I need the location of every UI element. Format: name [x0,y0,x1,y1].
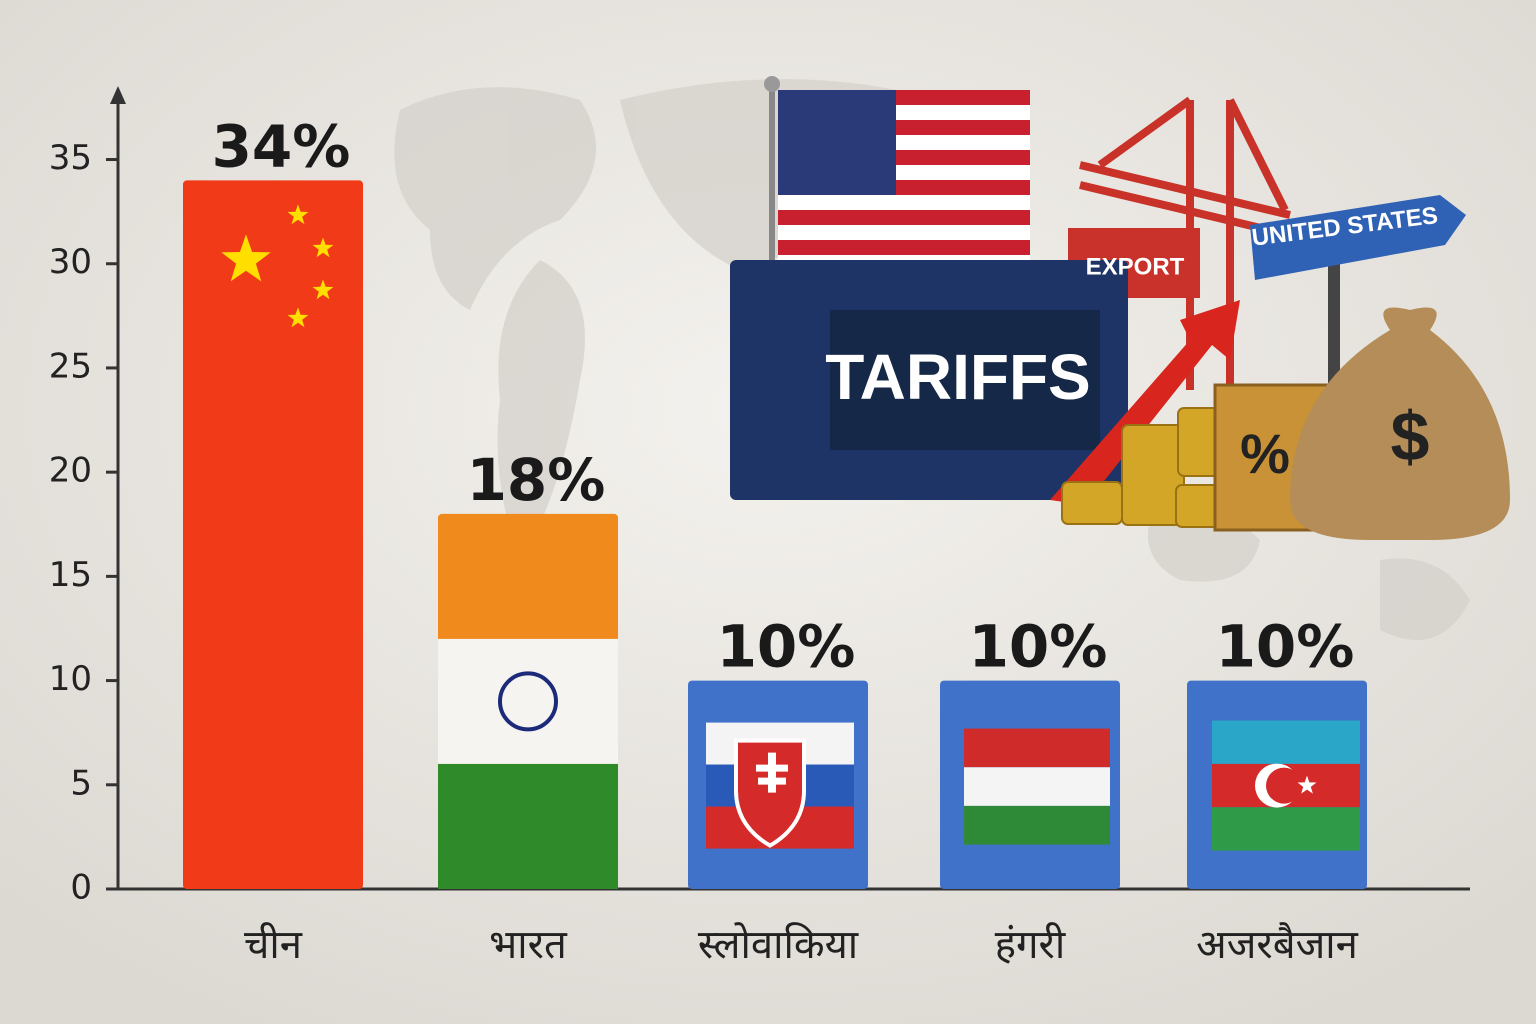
money-bag [1290,307,1510,540]
flag-stripe [438,638,618,764]
x-tick-label: हंगरी [995,922,1066,968]
flag-star [287,307,309,328]
x-tick-label: अजरबैजान [1196,922,1358,968]
x-tick-label: भारत [489,922,568,968]
flag-stripe [438,763,618,889]
crescent [1266,767,1302,804]
flag [1212,807,1360,851]
flag-star [312,279,334,300]
flag [964,728,1110,768]
flag [964,767,1110,806]
value-label: 34% [212,112,351,180]
y-tick-label: 35 [49,138,92,178]
chakra [498,671,558,732]
trend-arrow [1050,300,1240,505]
annotation: % [1240,422,1290,485]
value-label: 18% [467,446,606,514]
y-tick-label: 25 [49,346,92,386]
x-tick-label: चीन [244,922,303,968]
flag-star [221,234,271,282]
coins [1061,407,1229,528]
value-label: 10% [1216,613,1355,681]
value-label: 10% [969,613,1108,681]
cross [756,752,788,793]
annotation: $ [1391,397,1430,475]
x-tick-label: स्लोवाकिया [698,922,859,968]
y-tick-label: 10 [49,659,92,699]
flag [964,805,1110,845]
annotation: EXPORT [1086,253,1185,280]
illustration [730,76,1510,540]
y-tick-label: 5 [70,763,92,803]
y-tick-label: 0 [70,868,92,908]
y-tick-label: 20 [49,451,92,491]
y-tick-label: 15 [49,555,92,595]
bar [183,180,363,890]
annotation: TARIFFS [825,341,1090,413]
value-label: 10% [717,613,856,681]
flag-star [312,237,334,258]
sign [1250,195,1466,280]
y-tick-label: 30 [49,242,92,282]
us-flag [778,90,1030,290]
flag-star [287,204,309,225]
y-axis-arrow [110,86,126,104]
flag [1212,720,1360,764]
flag-star [1297,775,1317,794]
